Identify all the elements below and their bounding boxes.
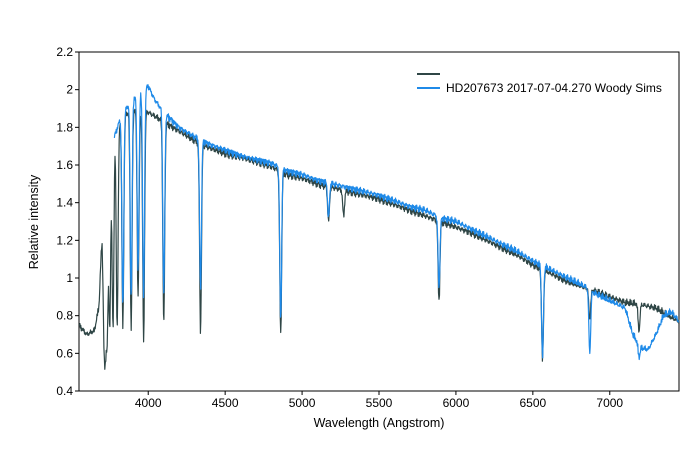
y-axis-ticks: 0.4 0.6 0.8 1 1.2 1.4 1.6 1.8 2 2.2 xyxy=(56,45,79,398)
y-tick-label: 1.8 xyxy=(56,120,73,134)
x-axis-label: Wavelength (Angstrom) xyxy=(314,416,445,430)
y-axis-label: Relative intensity xyxy=(27,174,41,269)
y-tick-label: 1.2 xyxy=(56,233,73,247)
series-line-2 xyxy=(113,84,680,361)
x-tick-label: 5500 xyxy=(366,396,393,410)
series-layer xyxy=(78,84,680,370)
y-tick-label: 1.4 xyxy=(56,196,73,210)
x-tick-label: 7000 xyxy=(596,396,623,410)
plot-area xyxy=(78,51,680,392)
x-tick-label: 4500 xyxy=(212,396,239,410)
y-tick-label: 1.6 xyxy=(56,158,73,172)
y-tick-label: 1 xyxy=(66,271,73,285)
y-tick-label: 0.6 xyxy=(56,346,73,360)
y-tick-label: 0.8 xyxy=(56,309,73,323)
legend: HD207673 2017-07-04.270 Woody Sims xyxy=(417,73,662,95)
x-tick-label: 6500 xyxy=(519,396,546,410)
y-tick-label: 2 xyxy=(66,83,73,97)
x-tick-label: 6000 xyxy=(443,396,470,410)
y-tick-label: 2.2 xyxy=(56,45,73,59)
x-tick-label: 4000 xyxy=(135,396,162,410)
x-tick-label: 5000 xyxy=(289,396,316,410)
y-tick-label: 0.4 xyxy=(56,384,73,398)
x-axis-ticks: 4000 4500 5000 5500 6000 6500 7000 xyxy=(135,391,623,410)
legend-label-series-2: HD207673 2017-07-04.270 Woody Sims xyxy=(446,81,662,95)
